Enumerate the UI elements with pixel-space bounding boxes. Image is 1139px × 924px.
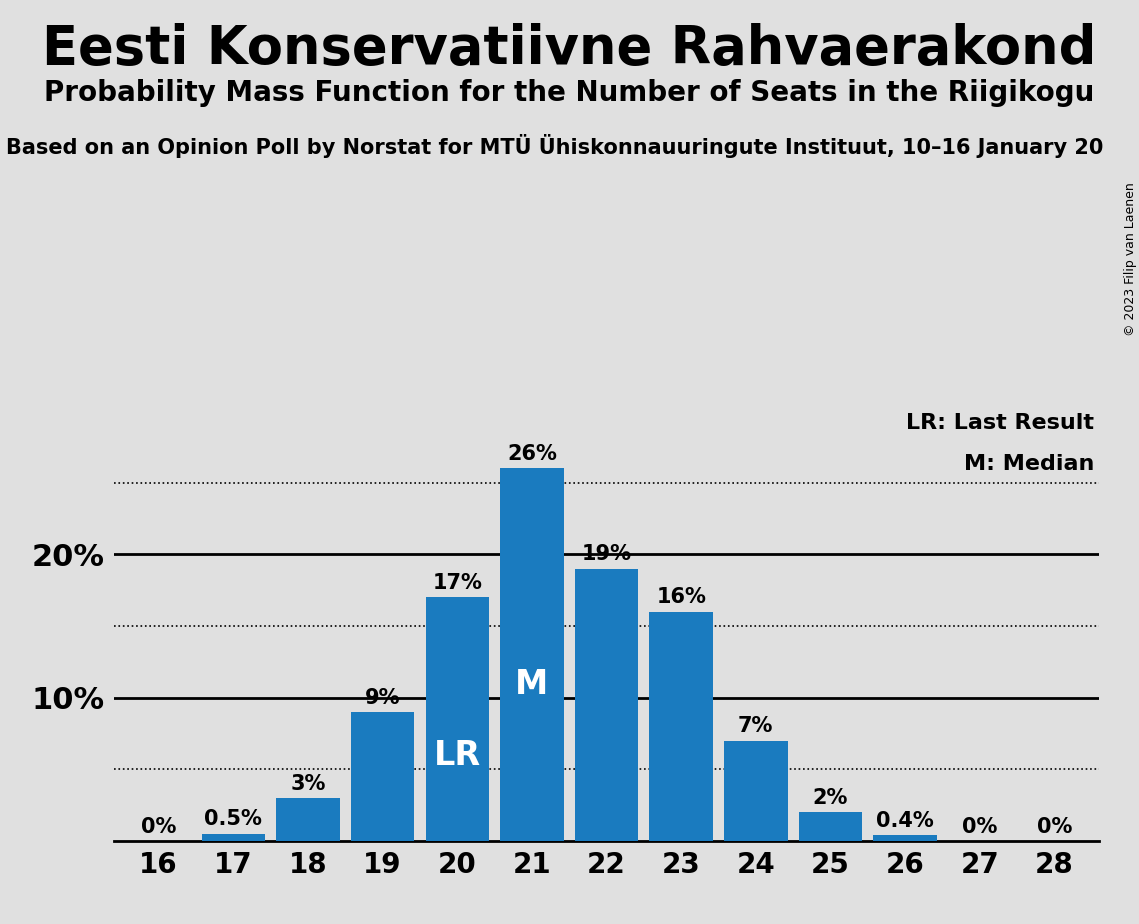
Bar <box>426 597 489 841</box>
Text: 0%: 0% <box>141 817 177 836</box>
Bar <box>202 833 265 841</box>
Text: 0%: 0% <box>962 817 998 836</box>
Text: © 2023 Filip van Laenen: © 2023 Filip van Laenen <box>1124 182 1137 335</box>
Text: LR: LR <box>434 739 481 772</box>
Text: 19%: 19% <box>582 544 631 565</box>
Text: 9%: 9% <box>364 687 400 708</box>
Bar <box>724 741 787 841</box>
Bar <box>575 568 638 841</box>
Text: 0%: 0% <box>1036 817 1072 836</box>
Text: Probability Mass Function for the Number of Seats in the Riigikogu: Probability Mass Function for the Number… <box>44 79 1095 106</box>
Text: 7%: 7% <box>738 716 773 736</box>
Text: 3%: 3% <box>290 773 326 794</box>
Text: 16%: 16% <box>656 588 706 607</box>
Bar <box>798 812 862 841</box>
Text: 17%: 17% <box>433 573 482 593</box>
Text: 0.5%: 0.5% <box>204 809 262 830</box>
Text: M: M <box>515 668 549 701</box>
Text: 0.4%: 0.4% <box>876 811 934 831</box>
Bar <box>649 612 713 841</box>
Text: 26%: 26% <box>507 444 557 464</box>
Bar <box>277 798 339 841</box>
Bar <box>351 711 415 841</box>
Text: 2%: 2% <box>813 788 849 808</box>
Text: Based on an Opinion Poll by Norstat for MTÜ Ühiskonnauuringute Instituut, 10–16 : Based on an Opinion Poll by Norstat for … <box>6 134 1103 158</box>
Text: M: Median: M: Median <box>964 454 1095 474</box>
Bar <box>874 835 936 841</box>
Text: Eesti Konservatiivne Rahvaerakond: Eesti Konservatiivne Rahvaerakond <box>42 23 1097 75</box>
Text: LR: Last Result: LR: Last Result <box>907 413 1095 433</box>
Bar <box>500 468 564 841</box>
